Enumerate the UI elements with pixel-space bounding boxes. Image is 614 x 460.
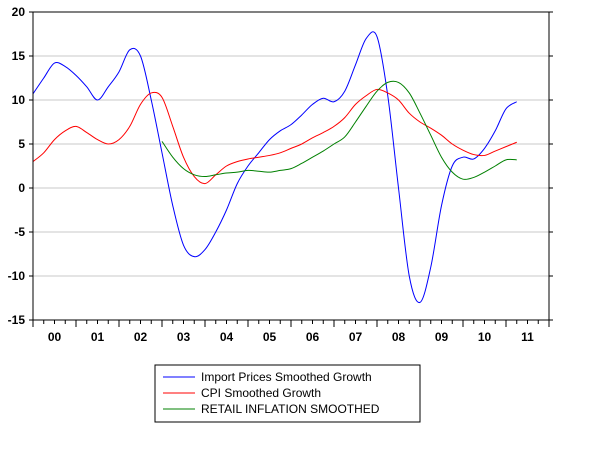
plot-area-frame xyxy=(32,11,550,321)
x-tick-label: 00 xyxy=(48,330,62,344)
grid-lines xyxy=(33,55,549,277)
y-tick-label: -10 xyxy=(8,269,26,283)
y-tick-label: -15 xyxy=(8,313,26,327)
x-tick-label: 03 xyxy=(177,330,191,344)
y-tick-label: 5 xyxy=(18,137,25,151)
x-tick-label: 04 xyxy=(220,330,234,344)
y-axis: 20 15 10 5 0 -5 -10 -15 xyxy=(8,5,553,327)
y-tick-label: 0 xyxy=(18,181,25,195)
x-tick-label: 11 xyxy=(521,330,534,344)
legend-label: CPI Smoothed Growth xyxy=(201,386,321,400)
legend-box xyxy=(154,364,421,423)
x-tick-label: 08 xyxy=(392,330,406,344)
x-tick-label: 05 xyxy=(263,330,277,344)
x-tick-label: 02 xyxy=(134,330,148,344)
series-line-1 xyxy=(32,31,518,303)
legend: Import Prices Smoothed Growth CPI Smoothe… xyxy=(154,364,421,423)
x-tick-label: 07 xyxy=(349,330,363,344)
series-line-2 xyxy=(32,88,517,185)
y-tick-label: 15 xyxy=(12,49,26,63)
legend-label: RETAIL INFLATION SMOOTHED xyxy=(201,402,380,416)
legend-label: Import Prices Smoothed Growth xyxy=(201,370,372,384)
y-tick-label: 10 xyxy=(12,93,26,107)
series-lines xyxy=(32,31,518,303)
y-tick-label: -5 xyxy=(14,225,25,239)
x-tick-label: 06 xyxy=(306,330,320,344)
y-tick-label: 20 xyxy=(12,5,26,19)
series-line-3 xyxy=(161,80,517,180)
x-tick-label: 10 xyxy=(478,330,492,344)
x-tick-label: 01 xyxy=(91,330,105,344)
x-tick-label: 09 xyxy=(435,330,449,344)
x-axis: 00 01 02 03 04 05 06 07 08 09 10 11 xyxy=(32,320,550,344)
